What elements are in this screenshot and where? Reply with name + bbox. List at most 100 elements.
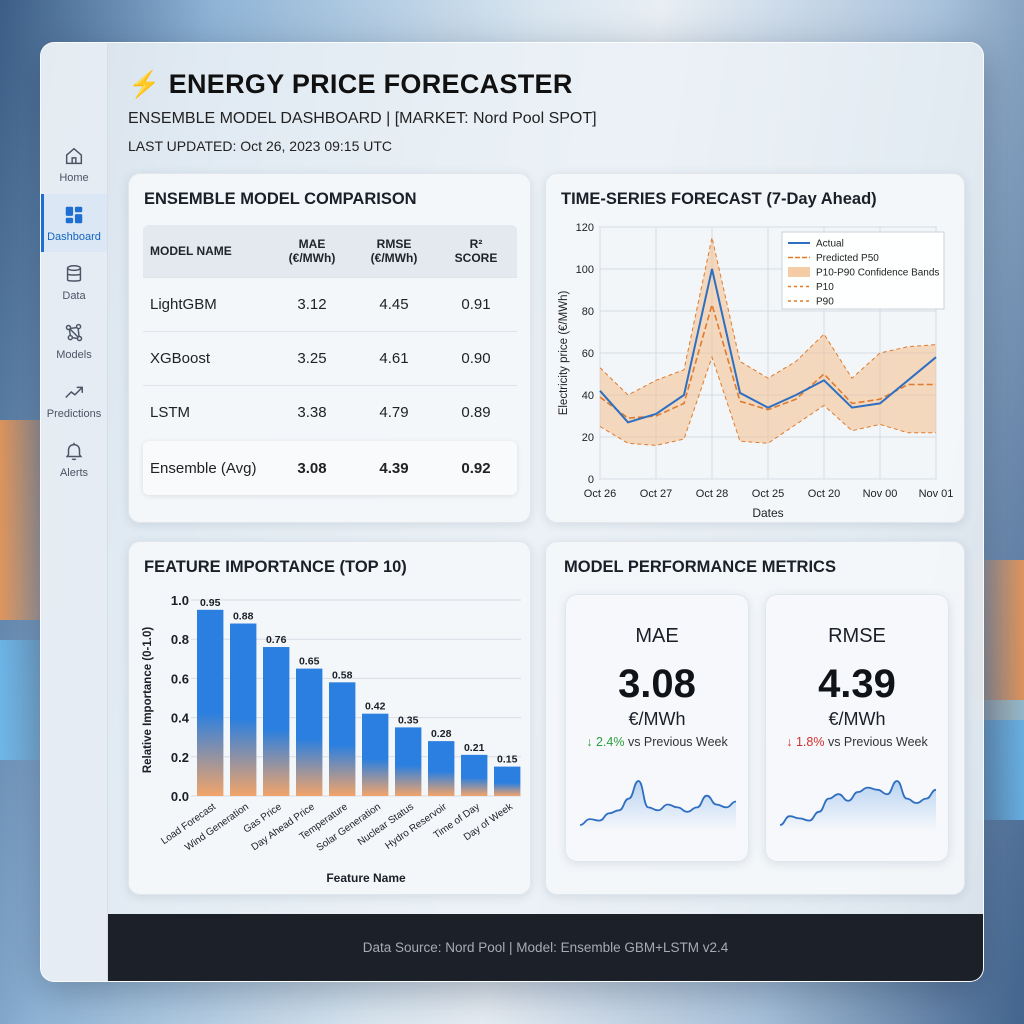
y-tick-label: 0 (588, 474, 594, 486)
series-line-actual (599, 268, 937, 424)
feature-importance-chart: 0.0 0.2 0.4 0.6 0.8 1.0 Relative Importance (0… (142, 593, 521, 885)
bar[interactable] (329, 682, 356, 796)
bar[interactable] (296, 668, 323, 796)
bar[interactable] (362, 713, 389, 796)
table-row[interactable]: XGBoost 3.25 4.61 0.90 (143, 331, 517, 385)
bar-value-label: 0.42 (365, 701, 386, 713)
x-tick-label: Nov 01 (919, 488, 954, 500)
cell-model: LightGBM (150, 296, 217, 313)
metric-unit: €/MWh (828, 709, 886, 729)
sidebar: Home Dashboard Data Models Predictions A… (41, 43, 108, 981)
table-row-highlighted[interactable]: Ensemble (Avg) 3.08 4.39 0.92 (143, 441, 517, 495)
sidebar-item-alerts[interactable]: Alerts (41, 430, 107, 488)
cell-mae: 3.08 (297, 459, 327, 477)
database-icon (66, 264, 82, 282)
trend-up-icon (65, 386, 83, 398)
x-tick-label: Oct 27 (640, 488, 672, 500)
bar[interactable] (263, 647, 290, 796)
cell-rmse: 4.45 (379, 296, 409, 313)
metric-label: RMSE (828, 625, 886, 647)
legend-label: P90 (816, 297, 834, 308)
bar-value-label: 0.21 (464, 742, 485, 754)
column-header-mae: MAE (€/MWh) (271, 237, 353, 265)
arrow-down-icon: ↓ (786, 735, 793, 749)
table-row[interactable]: LightGBM 3.12 4.45 0.91 (143, 277, 517, 331)
y-tick-label: 60 (582, 348, 594, 360)
page-title-text: ENERGY PRICE FORECASTER (168, 69, 573, 99)
header-line: MAE (298, 237, 326, 251)
delta-percent: 1.8% (795, 735, 825, 749)
sidebar-item-data[interactable]: Data (41, 253, 107, 311)
bar-value-label: 0.28 (431, 728, 452, 740)
sparkline-rmse (779, 780, 937, 831)
sidebar-item-dashboard[interactable]: Dashboard (41, 194, 107, 252)
cell-mae: 3.38 (297, 404, 327, 421)
bar-value-label: 0.88 (233, 611, 254, 623)
sparkline-fill (580, 781, 736, 831)
home-icon (65, 147, 83, 164)
header-line: (€/MWh) (288, 251, 336, 265)
metric-unit: €/MWh (628, 709, 686, 729)
card-title: ENSEMBLE MODEL COMPARISON (144, 190, 417, 208)
bar-value-label: 0.35 (398, 714, 419, 726)
cell-rmse: 4.39 (379, 459, 409, 477)
x-tick-label: Oct 28 (696, 488, 728, 500)
bar[interactable] (494, 766, 521, 796)
legend-swatch (788, 267, 810, 277)
bar[interactable] (197, 609, 224, 796)
bar-value-label: 0.95 (200, 597, 221, 609)
metric-value: 3.08 (618, 662, 696, 706)
delta-text: vs Previous Week (627, 735, 728, 749)
footer: Data Source: Nord Pool | Model: Ensemble… (108, 914, 983, 981)
card-title: TIME-SERIES FORECAST (7-Day Ahead) (561, 190, 877, 208)
bar[interactable] (230, 623, 257, 796)
x-tick-label: Oct 20 (808, 488, 840, 500)
sparkline-fill (780, 781, 936, 831)
sidebar-item-predictions[interactable]: Predictions (41, 371, 107, 429)
model-comparison-card: ENSEMBLE MODEL COMPARISON MODEL NAME MAE… (128, 173, 531, 523)
sparkline-line (779, 780, 937, 826)
footer-text: Data Source: Nord Pool | Model: Ensemble… (362, 940, 729, 955)
cell-model: Ensemble (Avg) (150, 459, 257, 477)
y-axis-label: Electricity price (€/MWh) (558, 291, 570, 416)
sidebar-item-models[interactable]: Models (41, 312, 107, 370)
header: ⚡ ENERGY PRICE FORECASTER ENSEMBLE MODEL … (128, 69, 597, 154)
sidebar-item-label: Predictions (46, 407, 102, 420)
performance-metrics-card: MODEL PERFORMANCE METRICS MAE 3.08 €/MWh… (545, 541, 965, 895)
metric-card-mae: MAE 3.08 €/MWh ↓ 2.4% vs Previous Week (565, 594, 749, 862)
sparkline-mae (579, 780, 737, 831)
column-header-r2: R² SCORE (435, 237, 517, 265)
bar[interactable] (428, 741, 455, 796)
metric-label: MAE (635, 625, 679, 647)
bar-value-label: 0.65 (299, 656, 320, 668)
bar[interactable] (461, 754, 488, 796)
forecast-card: TIME-SERIES FORECAST (7-Day Ahead) 0 20 40… (545, 173, 965, 523)
x-axis-label: Feature Name (326, 871, 406, 885)
header-line: (€/MWh) (370, 251, 418, 265)
y-axis-label: Relative Importance (0-1.0) (142, 627, 154, 774)
sidebar-item-home[interactable]: Home (41, 135, 107, 193)
table-row[interactable]: LSTM 3.38 4.79 0.89 (143, 385, 517, 439)
cell-r2: 0.89 (461, 404, 491, 421)
comparison-table: MODEL NAME MAE (€/MWh) RMSE (€/MWh) R² SCOR… (143, 225, 517, 495)
series-line-p90 (599, 237, 937, 396)
y-tick-label: 80 (582, 306, 594, 318)
series-line-predicted-p50 (599, 301, 936, 419)
column-header-rmse: RMSE (€/MWh) (353, 237, 435, 265)
metric-card-rmse: RMSE 4.39 €/MWh ↓ 1.8% vs Previous Week (765, 594, 949, 862)
arrow-down-icon: ↓ (586, 735, 593, 749)
card-title: FEATURE IMPORTANCE (TOP 10) (144, 558, 407, 576)
cell-mae: 3.12 (297, 296, 327, 313)
header-line: RMSE (376, 237, 412, 251)
x-axis-label: Dates (752, 506, 783, 520)
sidebar-item-label: Dashboard (47, 230, 101, 243)
bar-value-label: 0.58 (332, 669, 353, 681)
sparkline-line (579, 780, 737, 826)
cell-mae: 3.25 (297, 350, 327, 367)
y-tick-label: 0.4 (171, 711, 190, 726)
sidebar-item-label: Home (59, 171, 89, 184)
y-tick-label: 120 (576, 222, 594, 234)
last-updated: LAST UPDATED: Oct 26, 2023 09:15 UTC (128, 138, 393, 154)
table-header: MODEL NAME MAE (€/MWh) RMSE (€/MWh) R² SCOR… (143, 225, 517, 277)
bar[interactable] (395, 727, 422, 796)
